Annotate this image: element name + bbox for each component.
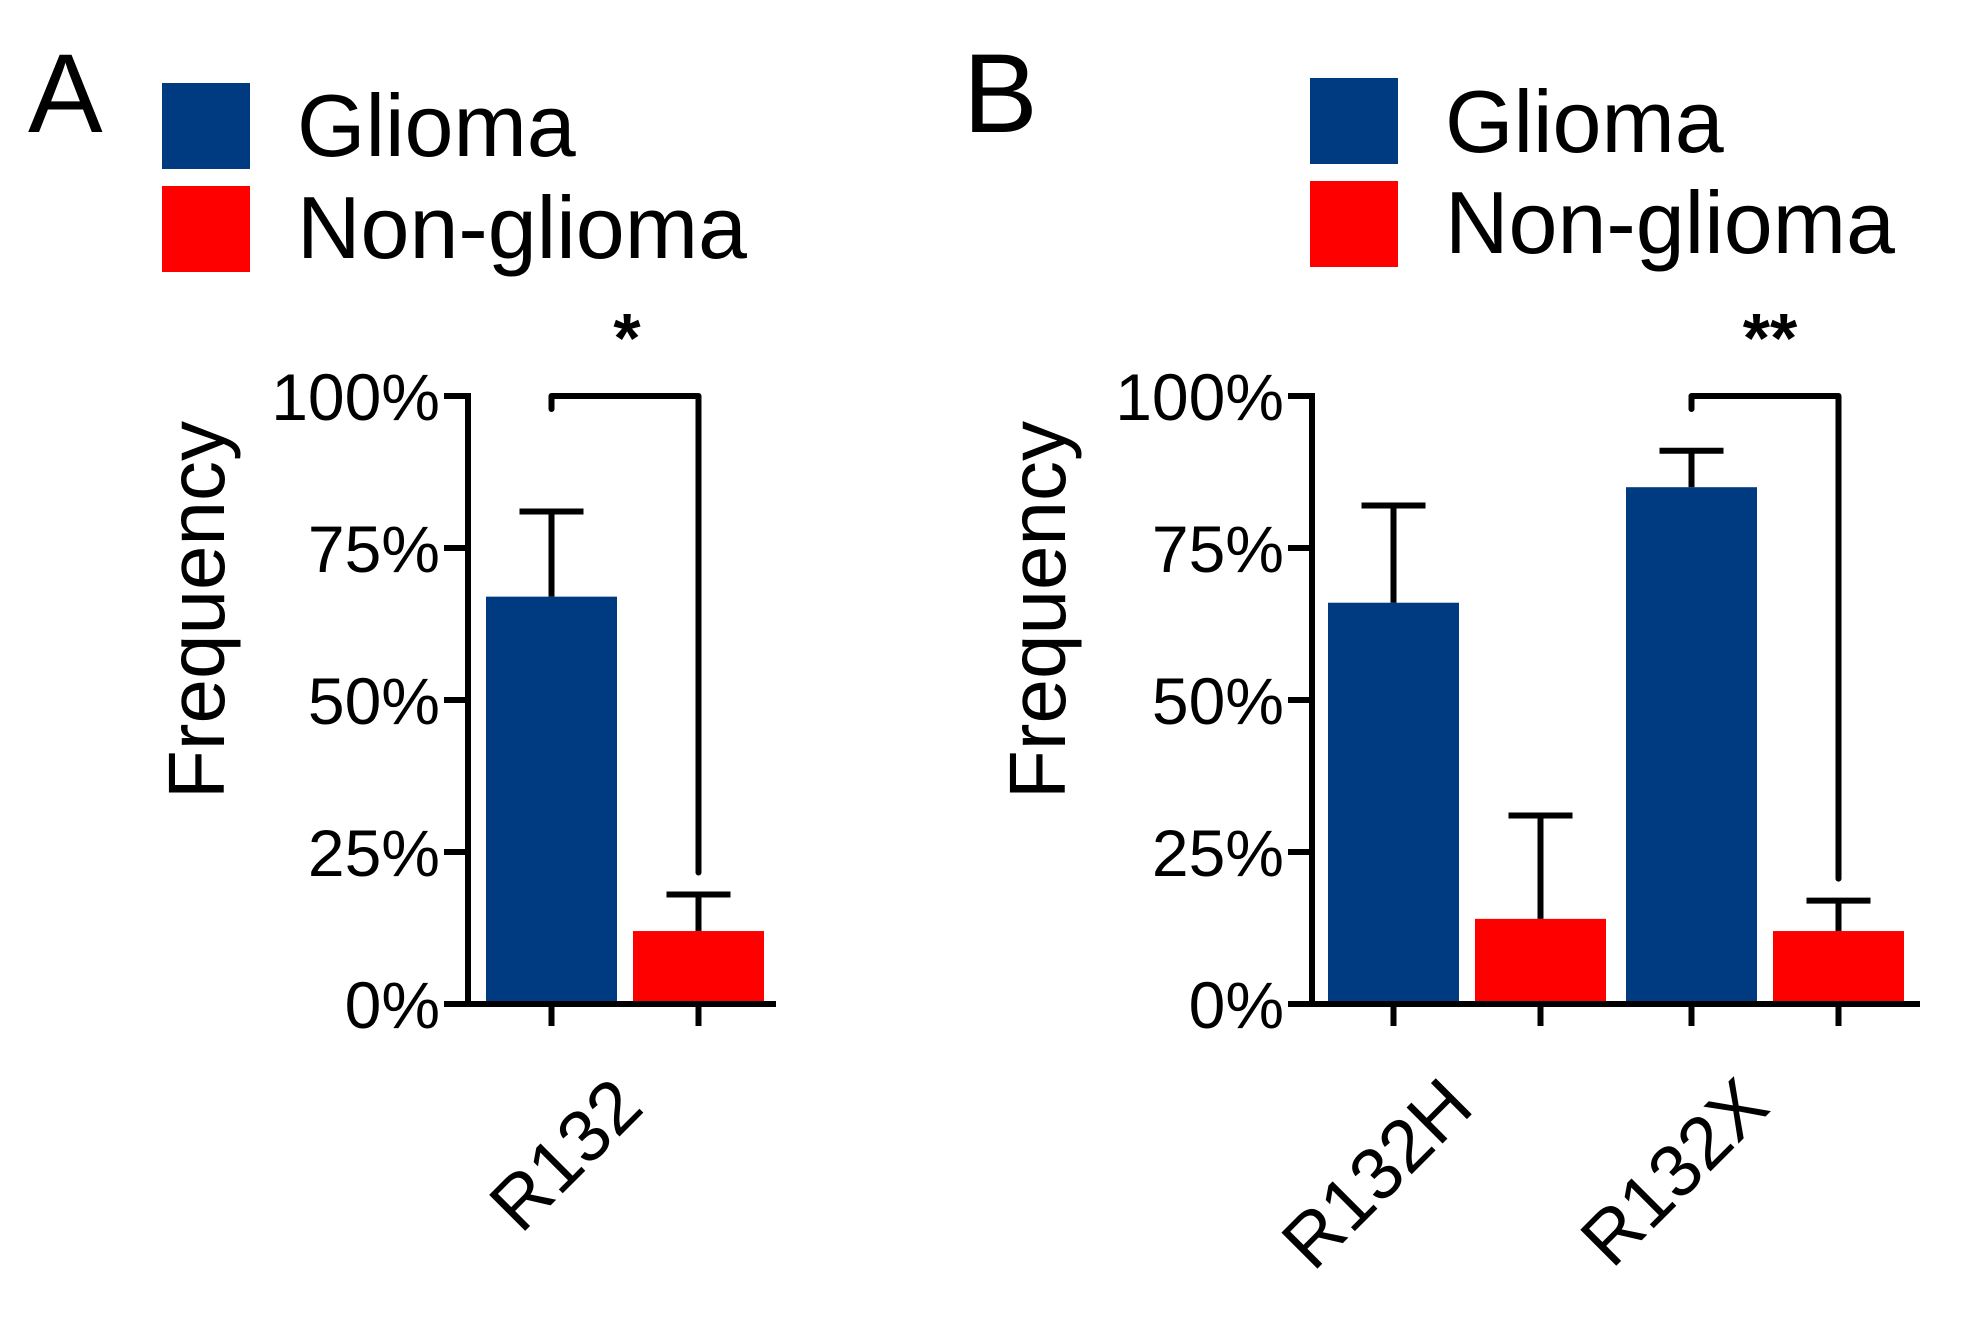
y-tick-label-b-50: 50% [1152,664,1284,738]
legend-swatch-nonglioma-b [1310,181,1398,267]
bar-a-r132-nonglioma [633,931,764,1004]
y-tick-label-b-100: 100% [1115,360,1284,434]
bar-b-r132h-glioma [1328,602,1459,1004]
significance-bracket-a [548,393,702,876]
bar-b-r132h-nonglioma [1475,918,1606,1004]
y-tick-label-a-0: 0% [345,968,440,1042]
y-tick-label-a-75: 75% [308,512,440,586]
x-category-label-b-r132h: R132H [1266,1063,1488,1285]
legend-swatch-glioma-a [162,83,250,169]
y-tick-label-a-50: 50% [308,664,440,738]
significance-bracket-b [1688,393,1842,882]
significance-label-a: * [613,299,641,377]
legend-label-nonglioma-b: Non-glioma [1445,173,1895,272]
legend-label-glioma-a: Glioma [297,76,576,175]
significance-label-b: ** [1743,299,1798,377]
y-axis-title-a: Frequency [152,421,241,799]
y-tick-label-b-0: 0% [1189,968,1284,1042]
plot-area-b: 0% 25% 50% 75% 100% R132H R132X ** [1115,299,1920,1284]
bar-b-r132x-glioma [1626,487,1757,1004]
y-tick-label-b-75: 75% [1152,512,1284,586]
legend-label-glioma-b: Glioma [1445,72,1724,171]
bar-a-r132-glioma [486,596,617,1004]
panel-label-b: B [963,31,1038,156]
panel-label-a: A [28,31,103,156]
y-tick-label-a-100: 100% [271,360,440,434]
legend-swatch-glioma-b [1310,78,1398,164]
x-category-label-a-r132: R132 [474,1063,658,1247]
y-tick-label-a-25: 25% [308,816,440,890]
x-category-label-b-r132x: R132X [1565,1063,1784,1282]
legend-label-nonglioma-a: Non-glioma [297,178,747,277]
plot-area-a: 0% 25% 50% 75% 100% R132 * [271,299,776,1246]
bar-b-r132x-nonglioma [1773,931,1904,1004]
y-tick-label-b-25: 25% [1152,816,1284,890]
y-axis-title-b: Frequency [993,421,1082,799]
legend-swatch-nonglioma-a [162,186,250,272]
